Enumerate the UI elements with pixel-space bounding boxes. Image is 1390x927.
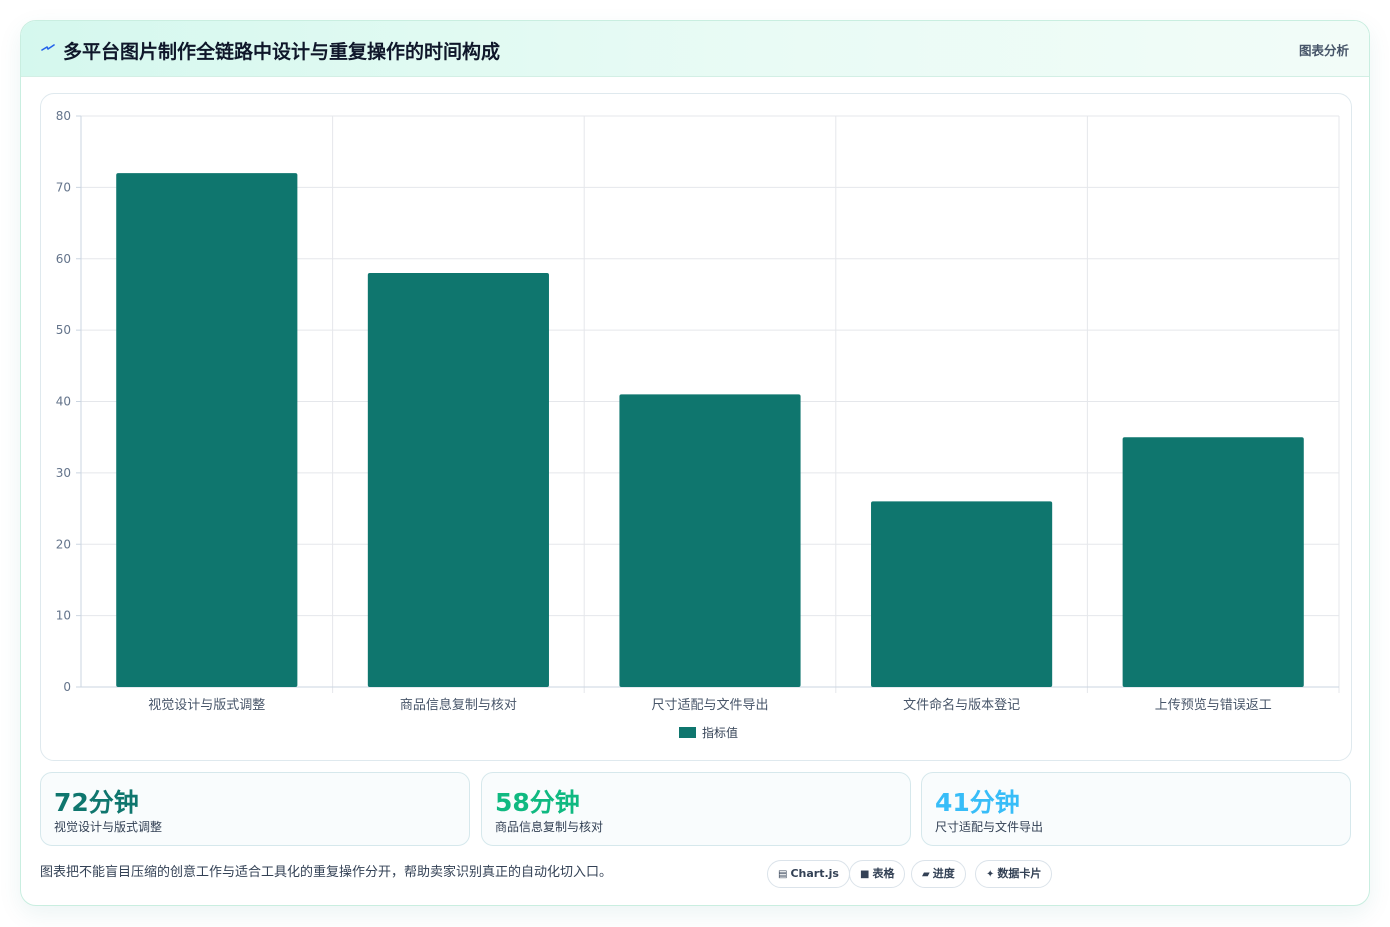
stat-label: 商品信息复制与核对 <box>495 820 604 834</box>
legend-swatch <box>679 727 696 738</box>
chart-footnote: 图表把不能盲目压缩的创意工作与适合工具化的重复操作分开，帮助卖家识别真正的自动化… <box>40 865 613 880</box>
chip-label: 进度 <box>932 867 955 880</box>
bar <box>1122 437 1304 687</box>
stat-card-1: 72分钟 视觉设计与版式调整 <box>40 772 470 846</box>
card-header: 多平台图片制作全链路中设计与重复操作的时间构成 图表分析 <box>21 21 1369 77</box>
x-tick-label: 尺寸适配与文件导出 <box>651 698 768 713</box>
stat-label: 尺寸适配与文件导出 <box>935 820 1044 834</box>
chip-label: 表格 <box>872 867 895 880</box>
bar-chart: 0 10 20 30 40 50 60 70 80 视觉设计与版式调整 商品信息复制与核对 尺寸适配与… <box>56 109 1340 740</box>
y-tick-label: 70 <box>56 180 71 194</box>
bar <box>871 501 1053 687</box>
stat-value: 72分钟 <box>54 788 139 817</box>
page-title: 多平台图片制作全链路中设计与重复操作的时间构成 <box>63 41 501 63</box>
x-tick-label: 文件命名与版本登记 <box>903 697 1020 713</box>
stat-value: 41分钟 <box>935 788 1020 817</box>
stat-card-2: 58分钟 商品信息复制与核对 <box>481 772 911 846</box>
bar <box>116 173 298 688</box>
chip-label: 数据卡片 <box>997 867 1042 880</box>
progress-icon: ▰ <box>922 869 930 880</box>
y-tick-label: 0 <box>63 680 71 694</box>
bar <box>619 394 801 687</box>
x-tick-label: 视觉设计与版式调整 <box>148 698 265 713</box>
chip-table[interactable]: ■ 表格 <box>849 860 906 888</box>
y-tick-label: 80 <box>56 109 71 123</box>
report-card: 多平台图片制作全链路中设计与重复操作的时间构成 图表分析 0 10 20 30 40 50… <box>20 20 1370 906</box>
chart-analysis-link[interactable]: 图表分析 <box>1298 43 1349 58</box>
stat-value: 58分钟 <box>495 788 580 817</box>
legend-label: 指标值 <box>702 725 738 740</box>
stat-card-3: 41分钟 尺寸适配与文件导出 <box>921 772 1351 846</box>
chip-progress[interactable]: ▰ 进度 <box>911 860 966 888</box>
sparkle-icon: ✦ <box>986 869 995 880</box>
x-tick-label: 商品信息复制与核对 <box>400 697 517 713</box>
y-tick-label: 40 <box>56 395 71 409</box>
chip-label: Chart.js <box>790 867 839 880</box>
y-tick-label: 10 <box>56 609 71 623</box>
chip-data-card[interactable]: ✦ 数据卡片 <box>975 860 1053 888</box>
lightning-icon <box>41 44 55 51</box>
stat-label: 视觉设计与版式调整 <box>54 820 163 834</box>
chart-panel: 0 10 20 30 40 50 60 70 80 视觉设计与版式调整 商品信息复制与核对 尺寸适配与… <box>40 93 1352 761</box>
table-icon: ■ <box>860 869 870 880</box>
y-tick-label: 30 <box>56 466 71 480</box>
x-tick-label: 上传预览与错误返工 <box>1155 697 1272 713</box>
bar <box>367 273 549 687</box>
y-tick-label: 20 <box>56 537 71 551</box>
y-tick-label: 60 <box>56 252 71 266</box>
chip-chartjs[interactable]: ▤ Chart.js <box>767 860 850 888</box>
chart-icon: ▤ <box>778 869 788 880</box>
y-tick-label: 50 <box>56 323 71 337</box>
